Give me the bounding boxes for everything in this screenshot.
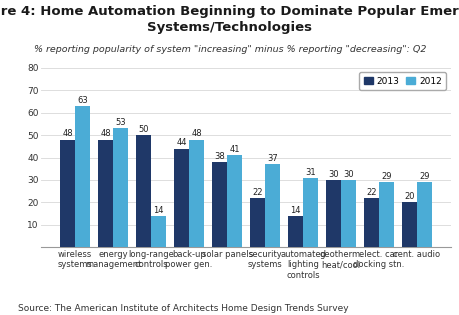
Bar <box>401 203 416 247</box>
Bar <box>174 148 189 247</box>
Text: 63: 63 <box>77 96 88 105</box>
Text: 30: 30 <box>327 170 338 179</box>
Text: 22: 22 <box>252 188 262 197</box>
Bar <box>227 155 242 247</box>
Text: 30: 30 <box>342 170 353 179</box>
Bar <box>416 182 431 247</box>
Text: 31: 31 <box>305 168 315 177</box>
Legend: 2013, 2012: 2013, 2012 <box>358 72 445 90</box>
Text: 50: 50 <box>138 125 149 134</box>
Bar <box>340 180 355 247</box>
Bar <box>363 198 378 247</box>
Text: 48: 48 <box>100 129 111 138</box>
Bar <box>136 135 151 247</box>
Bar <box>151 216 166 247</box>
Text: 44: 44 <box>176 138 186 147</box>
Text: 38: 38 <box>214 152 224 161</box>
Bar <box>75 106 90 247</box>
Text: 22: 22 <box>365 188 376 197</box>
Text: Source: The American Institute of Architects Home Design Trends Survey: Source: The American Institute of Archit… <box>18 304 348 313</box>
Bar <box>264 164 280 247</box>
Text: % reporting popularity of system "increasing" minus % reporting "decreasing": Q2: % reporting popularity of system "increa… <box>34 45 425 54</box>
Text: 41: 41 <box>229 145 240 154</box>
Bar <box>287 216 302 247</box>
Text: Figure 4: Home Automation Beginning to Dominate Popular Emerging
Systems/Technol: Figure 4: Home Automation Beginning to D… <box>0 5 459 34</box>
Text: 29: 29 <box>381 172 391 181</box>
Bar <box>302 178 318 247</box>
Bar <box>249 198 264 247</box>
Bar <box>113 128 128 247</box>
Text: 53: 53 <box>115 118 126 127</box>
Bar <box>60 140 75 247</box>
Text: 37: 37 <box>267 154 277 163</box>
Bar <box>189 140 204 247</box>
Text: 48: 48 <box>62 129 73 138</box>
Bar <box>325 180 340 247</box>
Bar <box>98 140 113 247</box>
Text: 14: 14 <box>290 206 300 215</box>
Bar <box>378 182 393 247</box>
Text: 20: 20 <box>403 192 414 201</box>
Text: 14: 14 <box>153 206 164 215</box>
Text: 48: 48 <box>191 129 202 138</box>
Text: 29: 29 <box>419 172 429 181</box>
Bar <box>212 162 227 247</box>
